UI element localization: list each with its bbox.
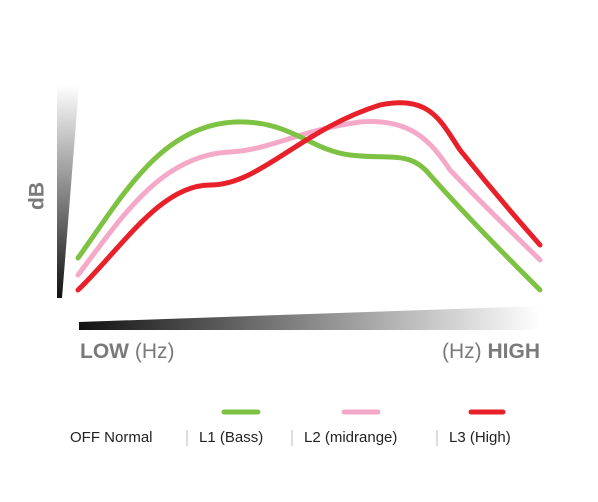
x-low-unit: (Hz) — [135, 340, 175, 363]
x-axis-low: LOW (Hz) — [80, 340, 174, 363]
y-axis-wedge — [57, 85, 79, 298]
curve-midrange — [75, 119, 543, 278]
x-low-word: LOW — [80, 340, 129, 363]
x-high-unit: (Hz) — [442, 340, 482, 363]
x-high-word: HIGH — [488, 340, 541, 363]
curve-bass — [75, 119, 543, 293]
legend-label: L2 (midrange) — [304, 429, 397, 446]
legend-label: L1 (Bass) — [199, 429, 263, 446]
y-axis-label: dB — [26, 182, 49, 210]
x-axis-wedge — [79, 306, 540, 330]
x-axis-high: (Hz) HIGH — [442, 340, 540, 363]
legend-label: OFF Normal — [70, 429, 153, 446]
curve-high — [75, 100, 543, 293]
legend-label: L3 (High) — [449, 429, 511, 446]
